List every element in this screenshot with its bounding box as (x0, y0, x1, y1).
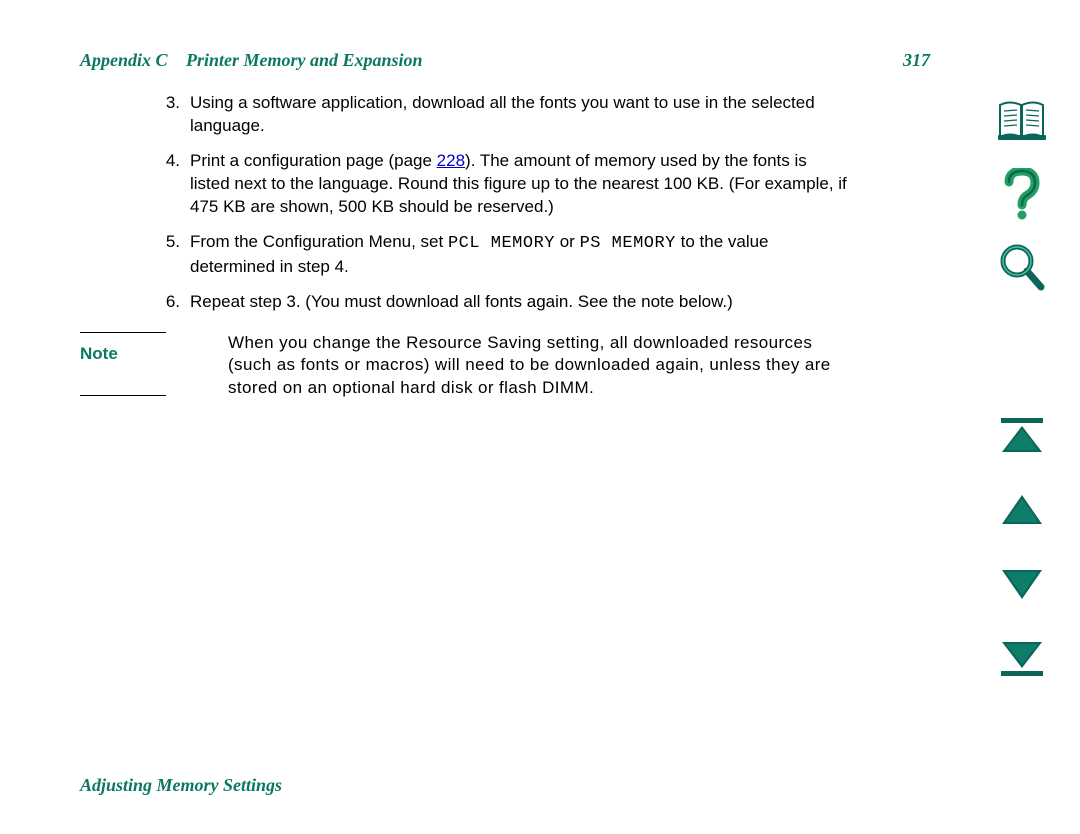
note-label-column: Note (80, 332, 228, 401)
page-number: 317 (903, 50, 930, 71)
list-item: 4. Print a configuration page (page 228)… (80, 150, 850, 219)
book-icon[interactable] (996, 96, 1048, 144)
list-item: 5. From the Configuration Menu, set PCL … (80, 231, 850, 279)
prev-page-icon[interactable] (996, 486, 1048, 534)
list-number: 5. (80, 231, 190, 279)
next-page-icon[interactable] (996, 560, 1048, 608)
note-label: Note (80, 343, 228, 366)
menu-option: PCL MEMORY (448, 234, 555, 253)
rule (80, 332, 166, 333)
first-page-icon[interactable] (996, 412, 1048, 460)
list-number: 3. (80, 92, 190, 138)
list-body: Repeat step 3. (You must download all fo… (190, 291, 850, 314)
note-body: When you change the Resource Saving sett… (228, 332, 850, 401)
rule (80, 395, 166, 396)
page-link[interactable]: 228 (437, 151, 465, 170)
menu-option: PS MEMORY (580, 234, 676, 253)
search-icon[interactable] (996, 244, 1048, 292)
body-content: 3. Using a software application, downloa… (80, 92, 850, 400)
text: From the Configuration Menu, set (190, 232, 448, 251)
appendix-label: Appendix C (80, 50, 168, 70)
list-item: 6. Repeat step 3. (You must download all… (80, 291, 850, 314)
page-header: Appendix C Printer Memory and Expansion … (80, 50, 930, 71)
text: or (555, 232, 580, 251)
list-body: Print a configuration page (page 228). T… (190, 150, 850, 219)
note-block: Note When you change the Resource Saving… (80, 332, 850, 401)
list-body: From the Configuration Menu, set PCL MEM… (190, 231, 850, 279)
document-page: Appendix C Printer Memory and Expansion … (0, 0, 1080, 834)
chapter-title: Printer Memory and Expansion (186, 50, 423, 70)
list-item: 3. Using a software application, downloa… (80, 92, 850, 138)
header-left: Appendix C Printer Memory and Expansion (80, 50, 423, 71)
text: Repeat step 3. (You must download all fo… (190, 292, 733, 311)
text: Print a configuration page (page (190, 151, 437, 170)
nav-sidebar (992, 96, 1052, 708)
help-icon[interactable] (996, 170, 1048, 218)
list-number: 4. (80, 150, 190, 219)
list-body: Using a software application, download a… (190, 92, 850, 138)
last-page-icon[interactable] (996, 634, 1048, 682)
text: Using a software application, download a… (190, 93, 815, 135)
list-number: 6. (80, 291, 190, 314)
footer-section-title: Adjusting Memory Settings (80, 775, 282, 796)
